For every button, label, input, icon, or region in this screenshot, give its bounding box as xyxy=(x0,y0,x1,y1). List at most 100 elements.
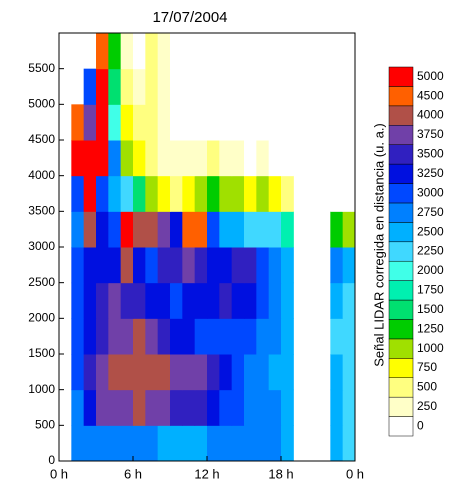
cell xyxy=(96,389,109,426)
cell xyxy=(281,354,294,391)
cell xyxy=(194,425,208,462)
cell xyxy=(170,247,183,284)
cell xyxy=(71,140,85,177)
cell xyxy=(133,425,146,462)
colorbar-tick-label: 1000 xyxy=(417,341,444,355)
y-tick-label: 3000 xyxy=(28,239,55,253)
cell xyxy=(330,282,344,319)
cell xyxy=(145,282,159,319)
cell xyxy=(219,104,233,141)
cell xyxy=(120,247,134,284)
cell xyxy=(108,247,122,284)
cell xyxy=(268,140,282,177)
colorbar-tick-label: 2250 xyxy=(417,244,444,258)
cell xyxy=(219,211,233,248)
cell xyxy=(145,33,159,70)
colorbar-box xyxy=(388,66,414,87)
cell xyxy=(281,282,294,319)
cell xyxy=(194,318,208,355)
cell xyxy=(182,282,196,319)
cell xyxy=(83,425,97,462)
colorbar-box xyxy=(388,105,414,126)
colorbar-tick-label: 2750 xyxy=(417,205,444,219)
cell xyxy=(219,68,233,105)
cell xyxy=(330,247,344,284)
cell xyxy=(342,68,356,105)
cell xyxy=(281,104,294,141)
cell xyxy=(244,175,257,212)
cell xyxy=(244,68,257,105)
cell xyxy=(207,282,220,319)
cell xyxy=(281,211,294,248)
cell xyxy=(133,33,146,70)
cell xyxy=(231,318,245,355)
cell xyxy=(133,175,146,212)
cell xyxy=(182,104,196,141)
cell xyxy=(194,175,208,212)
chart-title: 17/07/2004 xyxy=(152,9,227,26)
cell xyxy=(182,140,196,177)
cell xyxy=(256,425,270,462)
cell xyxy=(268,389,282,426)
cell xyxy=(83,247,97,284)
cell xyxy=(219,282,233,319)
colorbar-box xyxy=(388,222,414,243)
cell xyxy=(207,389,220,426)
cell xyxy=(231,354,245,391)
colorbar-box xyxy=(388,396,414,417)
y-tick-label: 4500 xyxy=(28,132,55,146)
cell xyxy=(281,68,294,105)
cell xyxy=(194,104,208,141)
cell xyxy=(182,175,196,212)
x-tick-label: 0 h xyxy=(346,466,364,481)
x-tick-label: 0 h xyxy=(50,466,68,481)
cell xyxy=(170,425,183,462)
cell xyxy=(231,68,245,105)
cell xyxy=(170,68,183,105)
cell xyxy=(330,425,344,462)
cell xyxy=(157,318,171,355)
cell xyxy=(157,282,171,319)
cell xyxy=(108,140,122,177)
cell xyxy=(83,140,97,177)
cell xyxy=(194,33,208,70)
cell xyxy=(83,104,97,141)
cell xyxy=(256,354,270,391)
cell xyxy=(145,104,159,141)
cell xyxy=(71,247,85,284)
cell xyxy=(96,104,109,141)
cell xyxy=(182,389,196,426)
cell xyxy=(96,33,109,70)
cell xyxy=(157,354,171,391)
cell xyxy=(71,104,85,141)
cell xyxy=(170,354,183,391)
cell xyxy=(182,354,196,391)
cell xyxy=(133,68,146,105)
cell xyxy=(96,354,109,391)
cell xyxy=(268,318,282,355)
cell xyxy=(194,211,208,248)
cell xyxy=(231,389,245,426)
cell xyxy=(207,211,220,248)
cell xyxy=(244,104,257,141)
cell xyxy=(157,104,171,141)
colorbar-tick-label: 1250 xyxy=(417,321,444,335)
cell xyxy=(170,175,183,212)
cell xyxy=(342,318,356,355)
colorbar-box xyxy=(388,241,414,262)
cell xyxy=(120,68,134,105)
cell xyxy=(342,425,356,462)
cell xyxy=(207,354,220,391)
cell xyxy=(194,247,208,284)
cell xyxy=(120,282,134,319)
cell xyxy=(244,247,257,284)
cell xyxy=(96,425,109,462)
cell xyxy=(157,425,171,462)
cell xyxy=(219,33,233,70)
colorbar-tick-label: 3250 xyxy=(417,166,444,180)
cell xyxy=(219,425,233,462)
cell xyxy=(219,318,233,355)
cell xyxy=(120,354,134,391)
cell xyxy=(268,425,282,462)
